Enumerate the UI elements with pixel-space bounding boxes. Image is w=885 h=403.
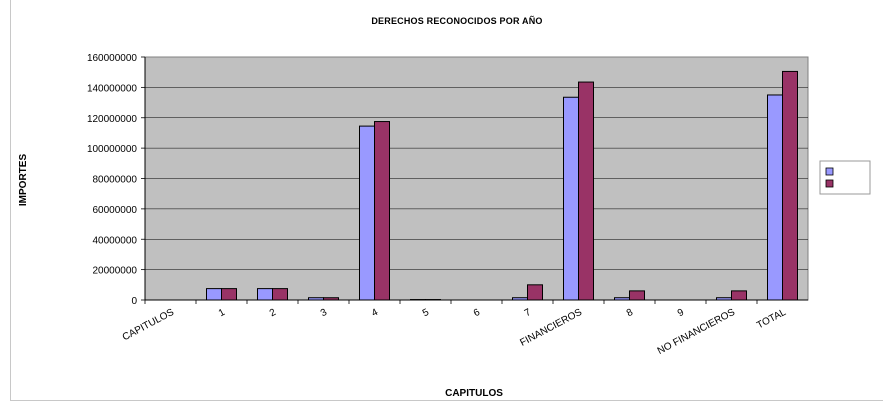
bar-series-2 — [782, 70, 798, 301]
y-tick-label: 100000000 — [87, 144, 137, 155]
grid-lines — [145, 87, 808, 270]
x-tick-label: 6 — [472, 307, 482, 320]
x-tick-label: 5 — [421, 307, 431, 320]
y-tick-label: 40000000 — [93, 235, 138, 246]
x-tick-label: CAPITULOS — [121, 307, 177, 343]
legend-box — [819, 160, 871, 195]
x-tick-label: 7 — [523, 307, 533, 320]
x-tick-label: 3 — [319, 307, 329, 320]
bar-series-1 — [359, 125, 375, 301]
chart-title: DERECHOS RECONOCIDOS POR AÑO — [371, 16, 542, 26]
x-tick-label: 2 — [268, 307, 278, 320]
bar-series-2 — [629, 290, 645, 301]
y-tick-label: 140000000 — [87, 83, 137, 94]
bar-series-2 — [731, 290, 747, 301]
legend — [819, 160, 871, 195]
legend-swatch-2 — [825, 179, 834, 188]
x-tick-label: 9 — [676, 307, 686, 320]
y-tick-label: 80000000 — [93, 175, 138, 186]
bar-series-2 — [221, 288, 237, 301]
legend-swatch-1 — [825, 167, 834, 176]
x-tick-label: NO FINANCIEROS — [656, 307, 737, 357]
bar-series-2 — [527, 284, 543, 301]
y-tick-label: 160000000 — [87, 53, 137, 64]
bar-series-2 — [374, 121, 390, 301]
y-tick-label: 120000000 — [87, 114, 137, 125]
bar-series-1 — [206, 288, 222, 301]
x-tick-label: 8 — [625, 307, 635, 320]
chart-frame — [10, 0, 883, 401]
x-tick-label: TOTAL — [755, 307, 788, 332]
y-tick-label: 60000000 — [93, 205, 138, 216]
x-tick-label: 4 — [370, 307, 380, 320]
bar-series-1 — [563, 96, 579, 301]
y-axis-ticks: 0 20000000 40000000 60000000 80000000 1000000… — [87, 53, 146, 307]
y-tick-label: 20000000 — [93, 266, 138, 277]
bar-series-1 — [257, 288, 273, 301]
y-tick-label: 0 — [131, 296, 137, 307]
x-axis-title: CAPITULOS — [445, 388, 503, 399]
x-tick-label: 1 — [217, 307, 227, 320]
bar-series-1 — [767, 94, 783, 301]
bar-series-2 — [272, 288, 288, 301]
y-axis-title: IMPORTES — [18, 154, 29, 207]
bar-series-2 — [578, 81, 594, 301]
